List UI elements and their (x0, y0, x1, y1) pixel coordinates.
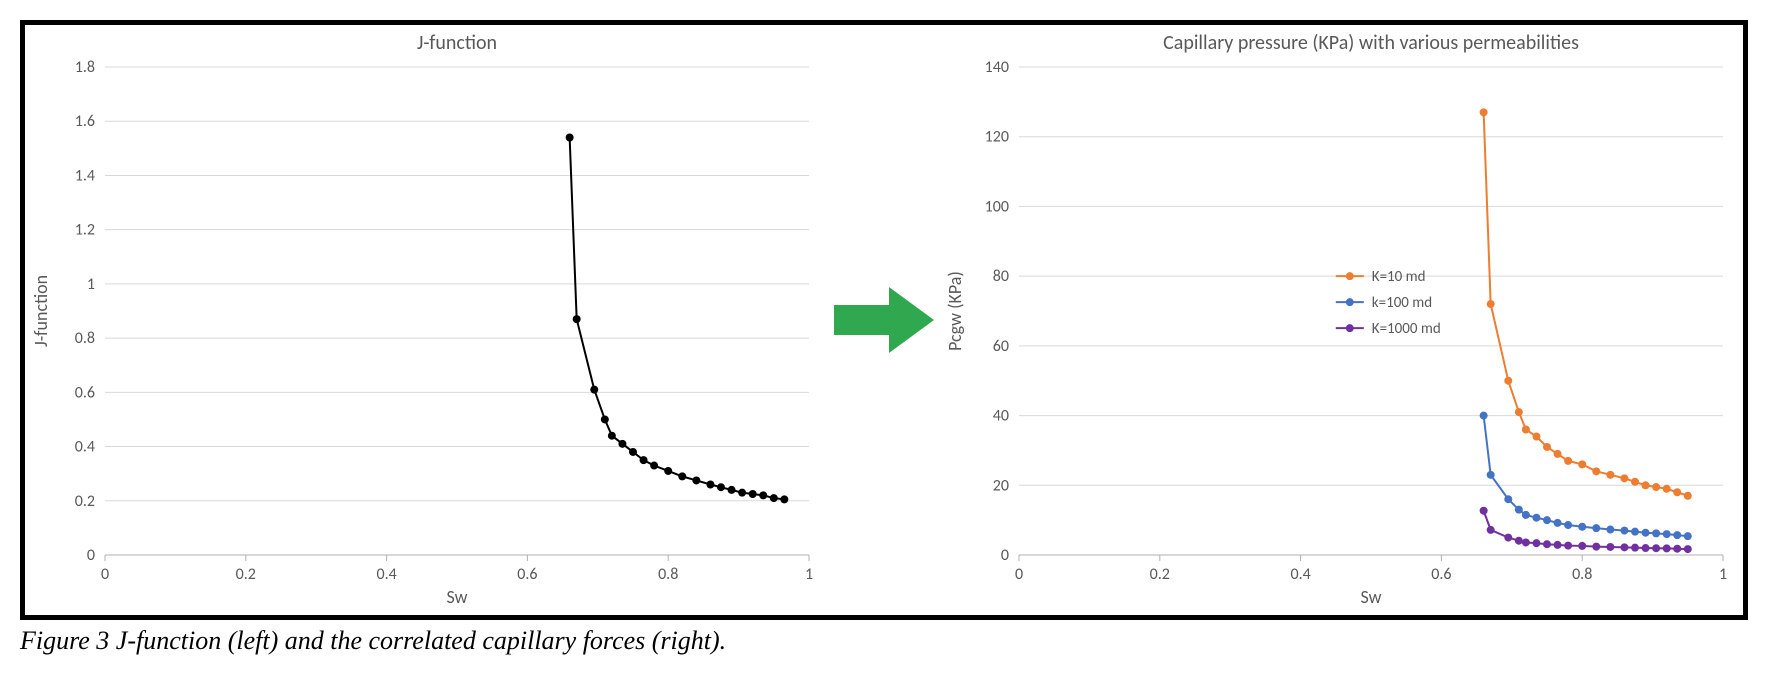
svg-text:1: 1 (87, 275, 95, 294)
svg-text:60: 60 (993, 337, 1009, 356)
figure-panel: 0 0.2 0.4 0.6 0.8 1 1.2 1.4 1.6 1.8 0 0.2 0.4 0.6 0.8 1… (20, 20, 1748, 620)
left-chart: 0 0.2 0.4 0.6 0.8 1 1.2 1.4 1.6 1.8 0 0.2 0.4 0.6 0.8 1… (25, 25, 829, 615)
svg-text:0.2: 0.2 (1150, 565, 1170, 584)
figure-caption: Figure 3 J-function (left) and the corre… (20, 626, 1748, 656)
svg-text:J-function: J-function (417, 31, 497, 55)
svg-text:0.8: 0.8 (75, 329, 95, 348)
svg-text:1.6: 1.6 (75, 112, 95, 131)
svg-text:0.6: 0.6 (517, 565, 537, 584)
svg-text:0.6: 0.6 (1431, 565, 1451, 584)
svg-text:0.4: 0.4 (1290, 565, 1310, 584)
svg-text:120: 120 (985, 128, 1009, 147)
svg-text:0: 0 (1015, 565, 1023, 584)
svg-text:0: 0 (101, 565, 109, 584)
svg-text:1: 1 (805, 565, 813, 584)
svg-text:0.2: 0.2 (236, 565, 256, 584)
svg-text:1.2: 1.2 (75, 221, 95, 240)
svg-text:1.4: 1.4 (75, 166, 95, 185)
svg-text:0.4: 0.4 (75, 438, 95, 457)
svg-text:100: 100 (985, 197, 1009, 216)
svg-text:0: 0 (87, 546, 95, 565)
svg-text:0.8: 0.8 (658, 565, 678, 584)
right-chart: 0 20 40 60 80 100 120 140 0 0.2 0.4 0.6 0.8 1 Capillar… (939, 25, 1743, 615)
svg-text:0.4: 0.4 (376, 565, 396, 584)
svg-text:1.8: 1.8 (75, 58, 95, 77)
svg-text:80: 80 (993, 267, 1009, 286)
svg-text:Capillary pressure (KPa) with: Capillary pressure (KPa) with various pe… (1163, 31, 1579, 55)
svg-text:0.2: 0.2 (75, 492, 95, 511)
svg-text:Sw: Sw (447, 586, 468, 608)
svg-text:Sw: Sw (1361, 586, 1382, 608)
figure-container: 0 0.2 0.4 0.6 0.8 1 1.2 1.4 1.6 1.8 0 0.2 0.4 0.6 0.8 1… (20, 20, 1748, 656)
svg-text:0: 0 (1001, 546, 1009, 565)
svg-text:20: 20 (993, 476, 1009, 495)
svg-text:0.6: 0.6 (75, 383, 95, 402)
svg-text:K=1000 md: K=1000 md (1372, 320, 1441, 338)
svg-text:40: 40 (993, 407, 1009, 426)
svg-text:0.8: 0.8 (1572, 565, 1592, 584)
svg-text:1: 1 (1719, 565, 1727, 584)
arrow-icon (829, 25, 939, 615)
svg-text:K=10 md: K=10 md (1372, 268, 1426, 286)
svg-text:Pcgw (KPa): Pcgw (KPa) (944, 271, 966, 351)
svg-text:k=100 md: k=100 md (1372, 294, 1432, 312)
svg-text:J-function: J-function (30, 275, 52, 347)
svg-text:140: 140 (985, 58, 1009, 77)
